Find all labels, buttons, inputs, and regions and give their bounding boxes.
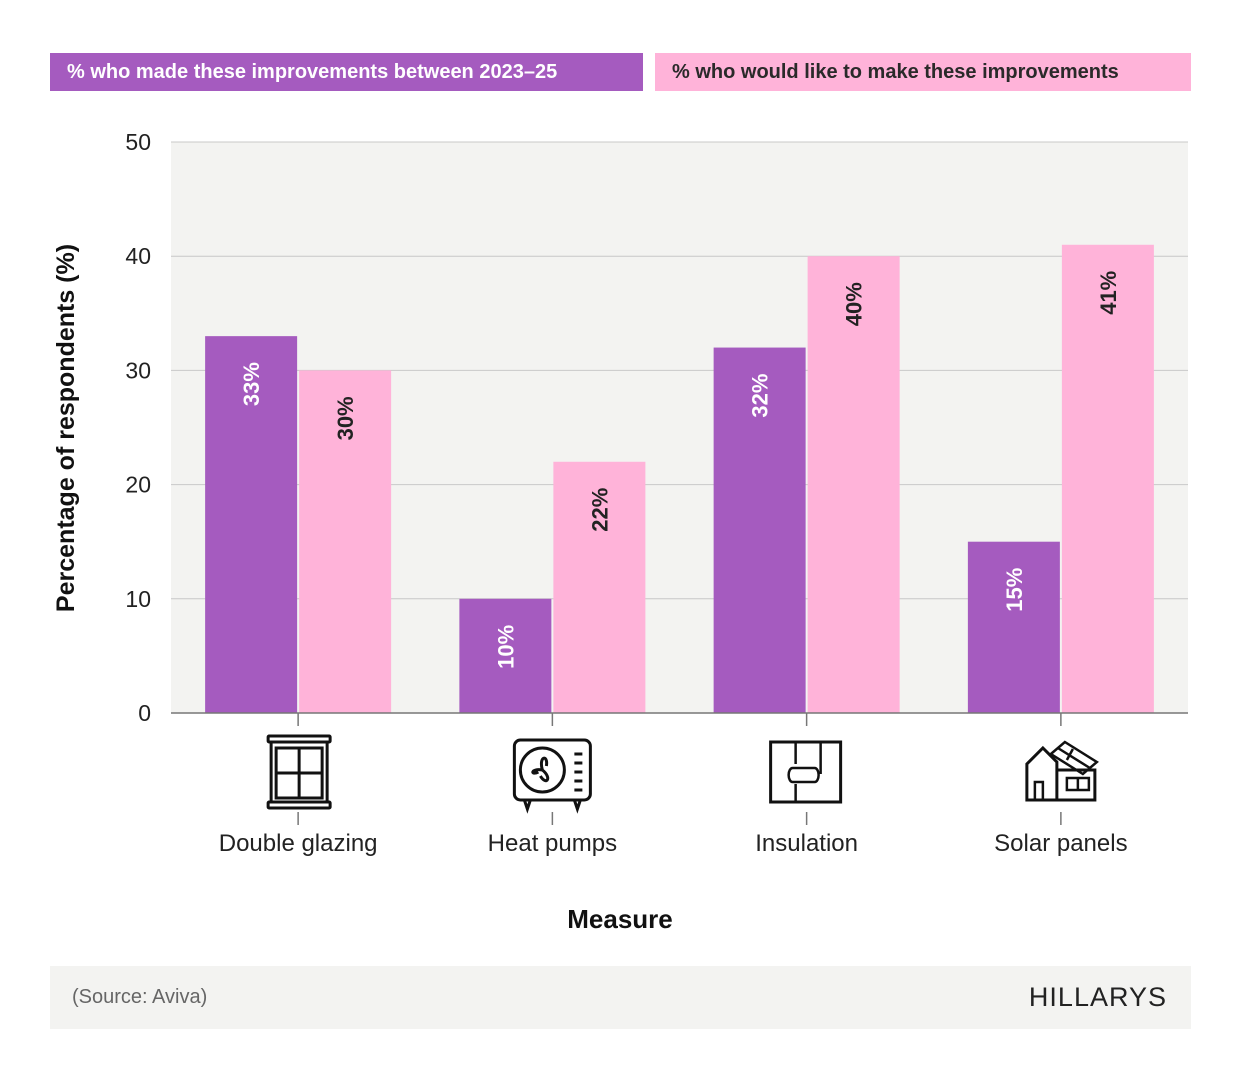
bar bbox=[205, 336, 298, 713]
y-tick-label: 40 bbox=[125, 243, 151, 269]
data-label: 22% bbox=[587, 488, 612, 532]
bar bbox=[553, 461, 646, 713]
legend-item-would-like: % who would like to make these improveme… bbox=[655, 53, 1191, 91]
solar-house-icon bbox=[1025, 740, 1099, 802]
insulation-icon bbox=[769, 740, 843, 804]
x-axis-label: Measure bbox=[567, 904, 673, 934]
data-label: 40% bbox=[842, 282, 867, 326]
bar bbox=[967, 541, 1060, 713]
legend-item-made-improvements: % who made these improvements between 20… bbox=[50, 53, 643, 91]
data-label: 30% bbox=[333, 396, 358, 440]
y-axis-label: Percentage of respondents (%) bbox=[52, 244, 80, 612]
x-tick-label: Insulation bbox=[755, 830, 858, 857]
data-label: 10% bbox=[493, 625, 518, 669]
bar bbox=[299, 370, 392, 713]
data-label: 41% bbox=[1096, 271, 1121, 315]
data-label: 33% bbox=[239, 362, 264, 406]
source-note: (Source: Aviva) bbox=[72, 986, 208, 1008]
bar bbox=[1061, 244, 1154, 713]
heat-pump-icon bbox=[512, 738, 592, 814]
bar-chart: 0 10 20 30 40 50 33% 30% 10% 22% 32% 40% 15% 41% Dou… bbox=[52, 129, 1188, 934]
data-label: 32% bbox=[748, 374, 773, 418]
x-tick-label: Double glazing bbox=[219, 830, 378, 857]
bar bbox=[713, 347, 806, 713]
x-tick-label: Solar panels bbox=[994, 830, 1127, 857]
bar bbox=[459, 598, 552, 713]
y-tick-label: 20 bbox=[125, 472, 151, 498]
y-tick-label: 10 bbox=[125, 586, 151, 612]
x-tick-label: Heat pumps bbox=[488, 830, 617, 857]
window-icon bbox=[266, 734, 332, 810]
hillarys-logo: HILLARYS bbox=[1028, 982, 1167, 1012]
footer: (Source: Aviva) HILLARYS bbox=[50, 966, 1191, 1029]
y-tick-label: 0 bbox=[138, 700, 151, 726]
bar bbox=[807, 256, 900, 713]
y-tick-label: 30 bbox=[125, 357, 151, 383]
y-tick-label: 50 bbox=[125, 129, 151, 155]
data-label: 15% bbox=[1002, 568, 1027, 612]
